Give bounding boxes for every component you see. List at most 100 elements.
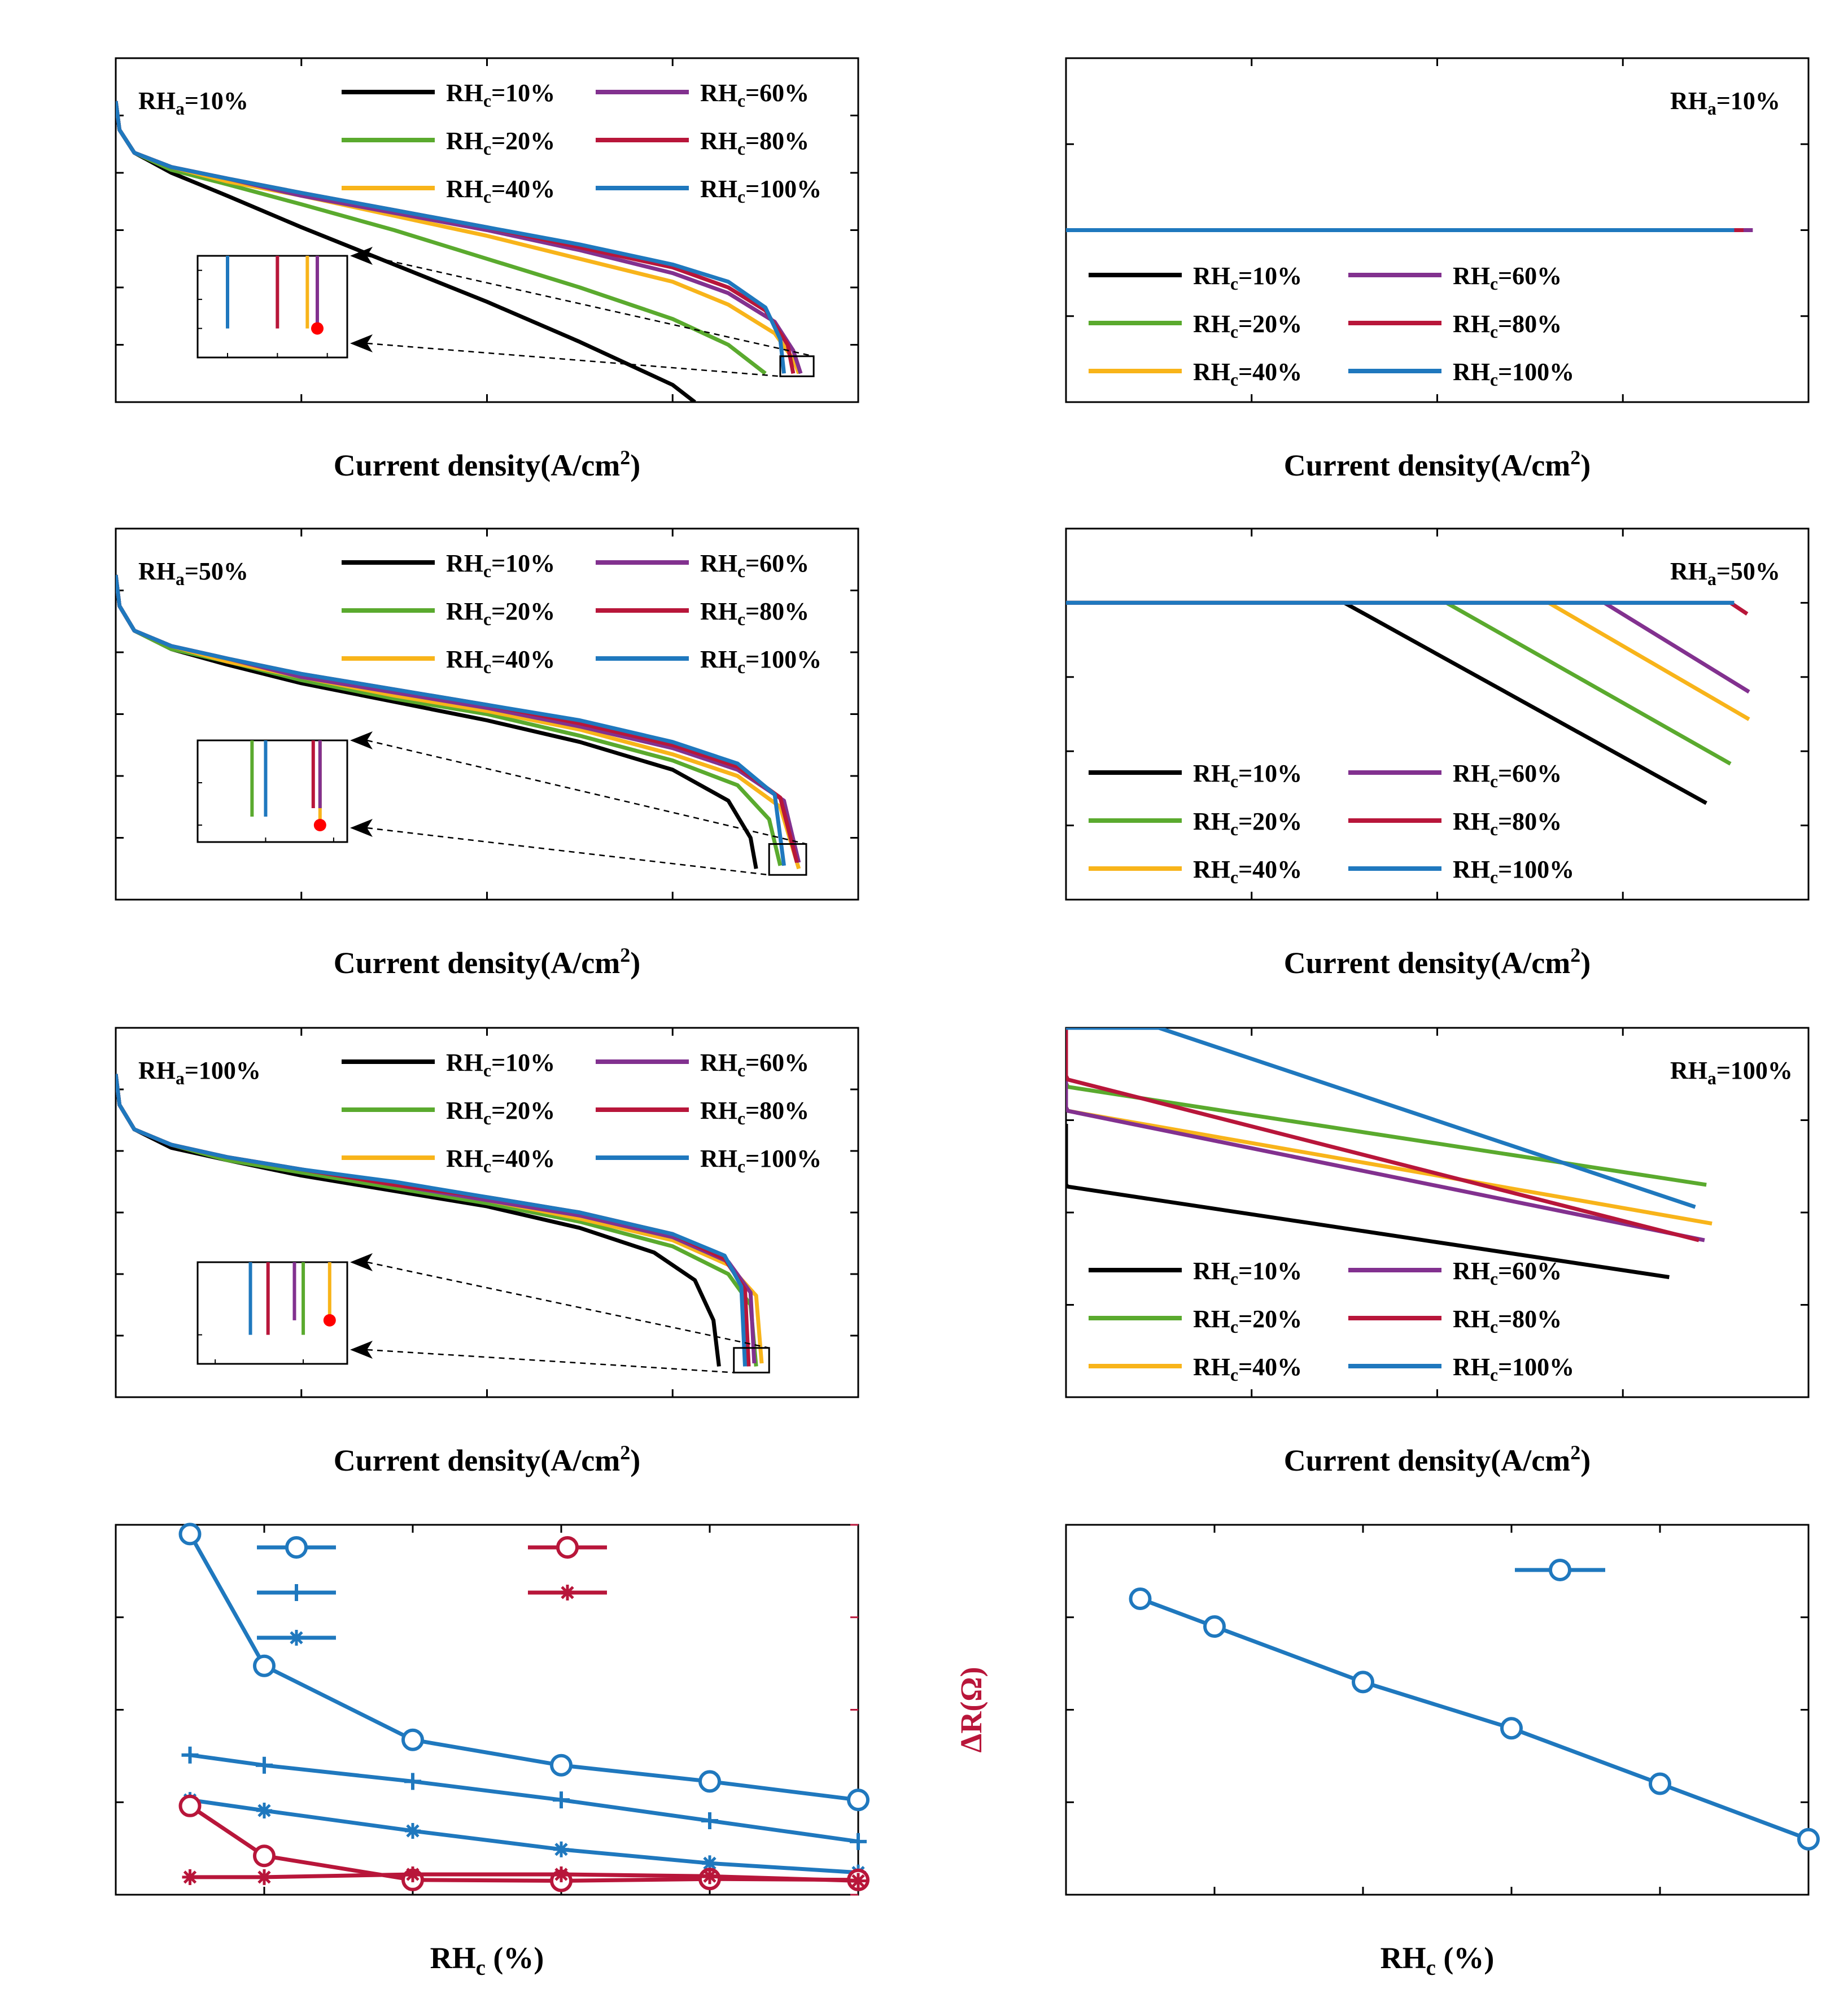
series-line [1066,600,1750,694]
x-axis-label: Current density(A/cm2) [1284,1441,1591,1477]
panel-g: RHc (%) [115,1523,870,1980]
rha-annotation: RHa=50% [138,557,248,589]
data-point [550,1754,573,1777]
series-line [116,101,786,374]
legend-label: RHc=40% [446,646,555,677]
zoom-inset [196,255,348,359]
legend-label: RHc=60% [700,79,809,111]
zoom-box [733,1347,770,1373]
rha-annotation: RHa=10% [138,87,248,119]
legend-label: RHc=20% [1193,310,1302,342]
panel-d: Current density(A/cm2) RHa=50% RHc=10% RHc=… [1065,527,1810,980]
legend-label: RHc=60% [700,549,809,581]
inset-frame [196,255,348,359]
data-point [851,1874,865,1888]
series-line [190,1753,858,1844]
legend-label: RHc=80% [700,597,809,629]
x-axis-label: Current density(A/cm2) [1284,944,1591,980]
legend-label: RHc=80% [1453,808,1562,839]
inset-end-dot [313,819,326,831]
zoom-connector [366,342,781,377]
legend-label: RHc=100% [700,175,822,207]
legend-label: RHc=100% [1453,1353,1574,1385]
legend-label: RHc=40% [1193,1353,1302,1385]
legend-label: RHc=20% [446,1097,555,1128]
x-axis-label: RHc (%) [430,1941,544,1980]
series-line [1066,1028,1700,1242]
legend-label: RHc=80% [1453,1305,1562,1337]
zoom-arrow [350,731,373,749]
zoom-arrow [350,1341,373,1359]
legend-label: RHc=80% [1453,310,1562,342]
data-point [406,1824,420,1838]
zoom-connector [366,1261,770,1349]
y-axis-label-h: ΔR(Ω) [954,1667,988,1752]
legend-label: RHc=20% [1193,1305,1302,1337]
rha-annotation: RHa=100% [138,1057,261,1088]
series-line [116,1074,747,1367]
data-point [1500,1717,1523,1740]
legend-label: RHc=40% [446,175,555,207]
data-point [698,1770,721,1793]
legend-label: RHc=40% [1193,358,1302,390]
data-point [554,1868,568,1881]
legend-label: RHc=10% [446,549,555,581]
zoom-arrow [350,334,373,352]
zoom-connector [366,739,807,845]
legend-marker [1549,1559,1571,1581]
data-point [406,1868,420,1881]
series-line [189,1804,858,1883]
legend-label: RHc=20% [446,127,555,159]
zoom-inset [196,1261,348,1365]
x-axis-label: Current density(A/cm2) [1284,446,1591,482]
zoom-arrow [350,1253,373,1271]
legend-label: RHc=10% [446,79,555,111]
series-line [1139,1597,1808,1842]
series-line [190,1798,858,1875]
x-axis-label: Current density(A/cm2) [334,1441,640,1477]
zoom-connector [366,1349,734,1373]
legend-label: RHc=60% [1453,1257,1562,1289]
panel-b: Current density(A/cm2) RHa=10% RHc=10% RHc=… [1065,57,1810,482]
legend-label: RHc=10% [1193,262,1302,294]
legend-label: RHc=60% [1453,262,1562,294]
x-axis-label: Current density(A/cm2) [334,944,640,980]
legend-label: RHc=60% [1453,760,1562,791]
panel-c: Current density(A/cm2) RHa=50% RHc=10% RHc=… [115,527,859,980]
data-point [1797,1828,1820,1851]
legend-marker [285,1536,308,1559]
series-line [188,1533,858,1802]
data-point [257,1870,271,1884]
legend-label: RHc=100% [1453,856,1574,887]
legend-marker [561,1586,574,1599]
data-point [253,1654,276,1677]
data-point [703,1856,717,1870]
panel-a: Current density(A/cm2) RHa=10% RHc=10% RHc=… [115,57,859,482]
data-point [178,1523,202,1546]
inset-frame [196,1261,348,1365]
series-line [1066,600,1750,721]
legend-label: RHc=10% [1193,760,1302,791]
legend-label: RHc=60% [700,1049,809,1080]
data-point [183,1870,197,1884]
zoom-arrow [350,247,373,265]
panel-e: Current density(A/cm2) RHa=100% RHc=10% RHc… [115,1027,859,1477]
rha-annotation: RHa=10% [1670,87,1780,119]
data-point [1129,1587,1152,1610]
zoom-box [768,843,807,876]
panel-h: RHc (%) [1065,1524,1820,1980]
legend-label: RHc=80% [700,127,809,159]
zoom-inset [196,739,348,843]
legend-label: RHc=10% [446,1049,555,1080]
inset-end-dot [323,1314,336,1327]
series-line [1066,600,1732,766]
zoom-connector [366,255,814,357]
legend-marker [290,1631,303,1645]
data-point [1649,1772,1671,1795]
legend-label: RHc=80% [700,1097,809,1128]
legend-label: RHc=10% [1193,1257,1302,1289]
series-line [190,1872,858,1883]
zoom-arrow [350,819,373,837]
x-axis-label: Current density(A/cm2) [334,446,640,482]
